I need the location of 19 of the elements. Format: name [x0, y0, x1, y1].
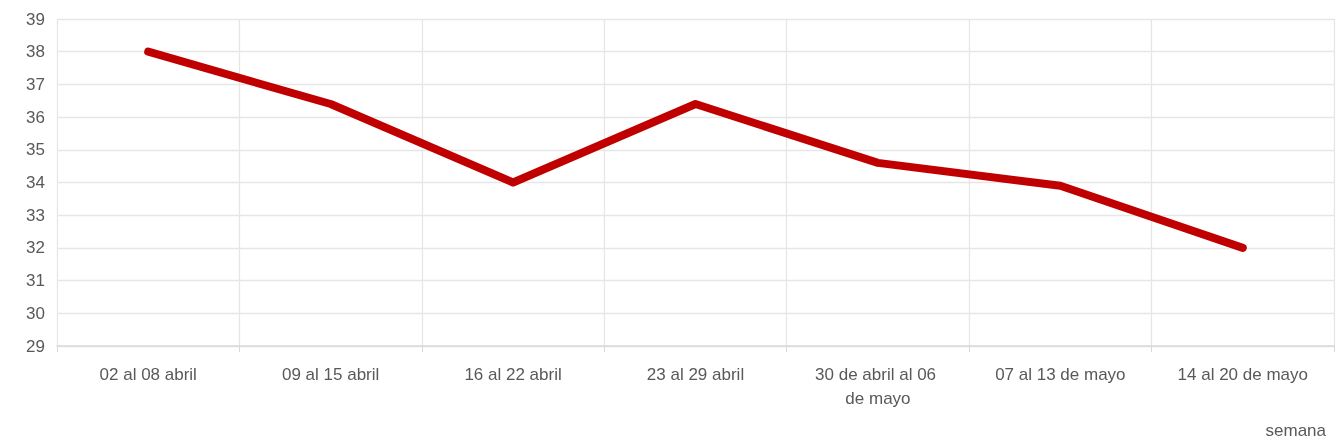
x-axis-title: semana [1265, 421, 1327, 439]
y-tick-label: 29 [26, 336, 45, 356]
y-tick-label: 30 [26, 303, 45, 323]
y-tick-label: 34 [26, 173, 45, 192]
y-tick-label: 33 [26, 205, 45, 225]
y-tick-label: 37 [26, 74, 45, 94]
y-tick-label: 36 [26, 107, 45, 127]
y-tick-label: 31 [26, 271, 45, 291]
x-tick-label: 09 al 15 abril [281, 364, 380, 384]
y-tick-label: 35 [26, 140, 45, 160]
x-tick-label: 02 al 08 abril [99, 364, 197, 384]
x-tick-label: 14 al 20 de mayo [1177, 364, 1308, 384]
x-tick-label: 07 al 13 de mayo [995, 364, 1126, 384]
x-tick-label: 16 al 22 abril [464, 364, 562, 384]
x-tick-label: 23 al 29 abril [646, 364, 745, 384]
x-tick-label: 30 de abril al 06 de mayo [815, 364, 941, 408]
y-tick-label: 38 [26, 42, 45, 62]
y-tick-label: 32 [26, 238, 45, 258]
y-tick-label: 39 [26, 9, 45, 29]
